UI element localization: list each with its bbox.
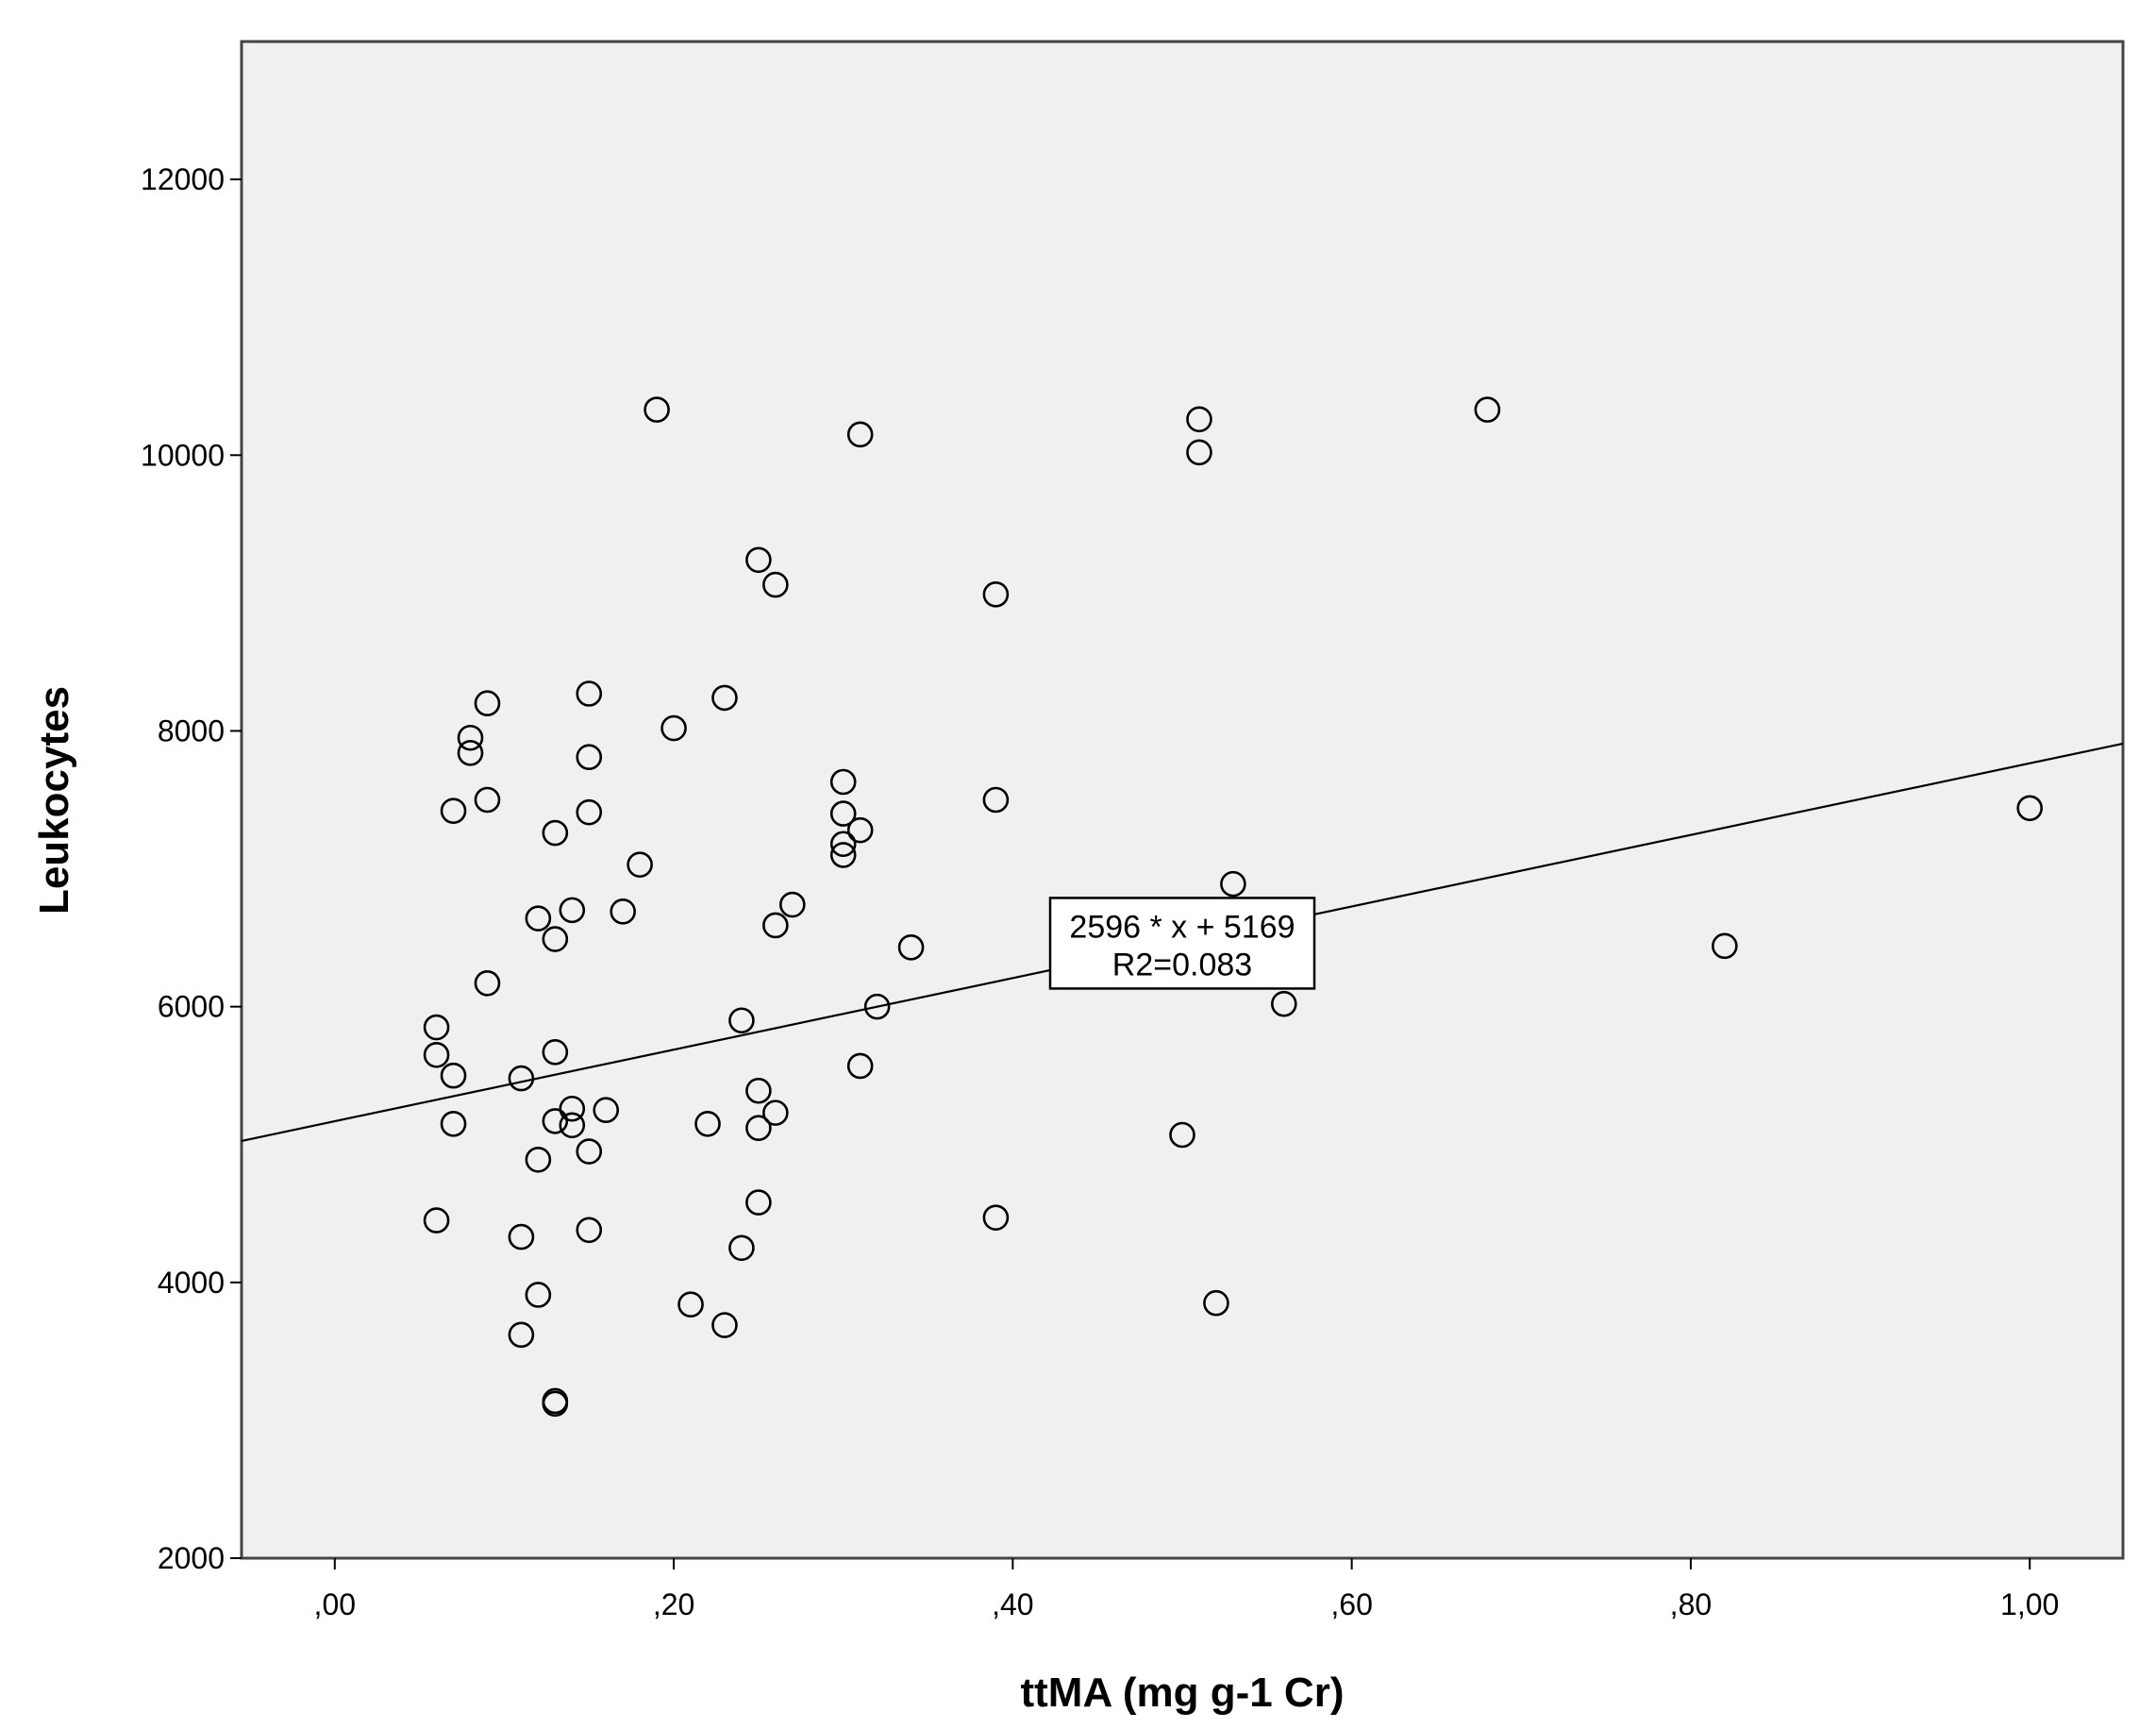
data-point	[711, 1312, 738, 1338]
data-point	[457, 724, 484, 751]
data-point	[982, 1204, 1010, 1231]
data-point	[542, 819, 569, 847]
data-point	[525, 1282, 552, 1308]
plot-area	[240, 40, 2125, 1560]
y-tick-label: 12000	[141, 162, 225, 196]
data-point	[728, 1007, 755, 1034]
y-tick-label: 6000	[158, 990, 225, 1024]
equation-box: 2596 * x + 5169 R2=0.083	[1048, 897, 1316, 990]
data-point	[474, 690, 501, 717]
data-point	[762, 912, 789, 939]
x-tick-label: ,20	[653, 1587, 694, 1621]
x-tick-label: ,40	[992, 1587, 1033, 1621]
data-point	[829, 768, 857, 796]
data-point	[846, 1052, 874, 1080]
data-point	[846, 816, 874, 844]
data-point	[576, 744, 603, 771]
x-tick-label: ,60	[1330, 1587, 1372, 1621]
equation-box-frame	[1048, 897, 1316, 990]
y-tick-label: 4000	[158, 1266, 225, 1300]
data-point	[2016, 795, 2043, 822]
data-point	[982, 786, 1010, 814]
y-tick-label: 2000	[158, 1541, 225, 1575]
data-point	[542, 1390, 569, 1418]
data-point	[1186, 439, 1212, 466]
data-point	[643, 396, 670, 423]
data-point	[627, 851, 653, 878]
data-point	[762, 1100, 789, 1126]
x-tick-label: ,80	[1670, 1587, 1712, 1621]
data-point	[559, 897, 586, 924]
data-point	[525, 905, 552, 932]
y-tick-label: 10000	[141, 438, 225, 472]
data-point	[593, 1097, 620, 1124]
data-point	[1220, 870, 1246, 898]
data-point	[440, 1062, 467, 1089]
data-point	[423, 1207, 450, 1234]
data-point	[576, 1217, 603, 1244]
data-point	[745, 1077, 772, 1104]
data-point	[610, 898, 636, 925]
data-point	[508, 1321, 535, 1349]
data-point	[829, 800, 857, 827]
x-axis: ,00 ,20 ,40 ,60 ,80 1,00	[314, 1558, 2059, 1621]
data-point	[1186, 406, 1212, 433]
data-point	[440, 797, 467, 824]
data-points	[423, 396, 2043, 1418]
data-point	[1712, 932, 1738, 960]
data-point	[897, 934, 925, 961]
data-point	[745, 1115, 772, 1141]
data-point	[745, 546, 772, 574]
y-axis: 2000 4000 6000 8000 10000 12000	[141, 162, 242, 1575]
data-point	[677, 1291, 704, 1318]
data-point	[559, 1112, 586, 1139]
equation-text: 2596 * x + 5169	[1069, 909, 1295, 945]
data-point	[576, 798, 603, 826]
data-point	[745, 1189, 772, 1216]
data-point	[1474, 396, 1501, 423]
data-point	[728, 1234, 755, 1262]
y-axis-title: Leukocytes	[31, 686, 77, 915]
data-point	[457, 740, 484, 766]
r-squared-text: R2=0.083	[1112, 947, 1252, 982]
x-tick-label: ,00	[314, 1587, 356, 1621]
data-point	[440, 1111, 467, 1137]
x-tick-label: 1,00	[2000, 1587, 2059, 1621]
data-point	[474, 786, 501, 814]
data-point	[542, 1108, 569, 1134]
y-tick-label: 8000	[158, 713, 225, 747]
data-point	[863, 993, 891, 1020]
data-point	[525, 1146, 552, 1173]
data-point	[694, 1111, 721, 1137]
data-point	[423, 1014, 450, 1041]
data-point	[779, 891, 806, 918]
x-axis-title: ttMA (mg g-1 Cr)	[1021, 1670, 1345, 1716]
data-point	[711, 684, 738, 712]
data-point	[474, 970, 501, 997]
data-point	[423, 1041, 450, 1068]
data-point	[542, 1039, 569, 1066]
data-point	[762, 571, 789, 598]
data-point	[1169, 1121, 1195, 1149]
data-point	[829, 831, 857, 858]
data-point	[542, 926, 569, 952]
data-point	[1203, 1289, 1229, 1317]
data-point	[508, 1223, 535, 1251]
data-point	[829, 842, 857, 868]
data-point	[982, 581, 1010, 608]
data-point	[576, 1138, 603, 1165]
data-point	[660, 714, 687, 742]
data-point	[576, 680, 603, 707]
data-point	[559, 1095, 586, 1122]
data-point	[846, 421, 874, 448]
data-point	[1270, 990, 1297, 1017]
